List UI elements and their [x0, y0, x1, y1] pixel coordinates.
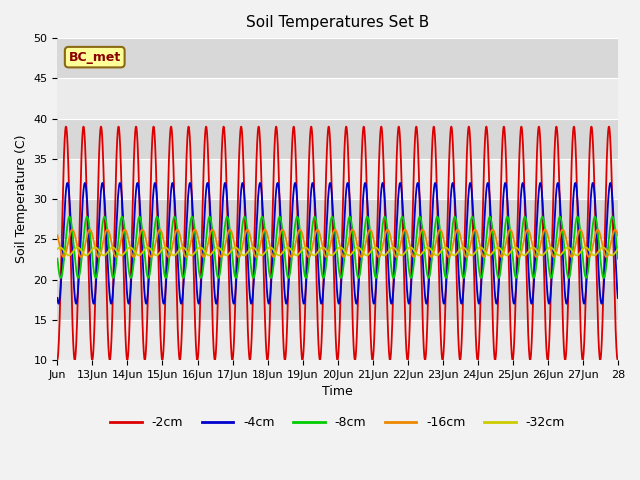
-8cm [118, 215, 125, 221]
-8cm [293, 214, 301, 220]
-32cm [269, 246, 276, 252]
Line: -16cm: -16cm [58, 229, 618, 257]
X-axis label: Time: Time [323, 385, 353, 398]
Bar [58, 240, 618, 279]
-2cm [614, 357, 621, 363]
-32cm [604, 248, 611, 254]
-16cm [151, 245, 159, 251]
-8cm [151, 225, 159, 231]
Y-axis label: Soil Temperature (C): Soil Temperature (C) [15, 135, 28, 264]
-8cm [269, 270, 276, 276]
-4cm [293, 194, 301, 200]
-16cm [118, 236, 125, 242]
-4cm [614, 295, 621, 301]
-4cm [118, 190, 125, 195]
-32cm [151, 252, 159, 257]
-2cm [269, 218, 276, 224]
Bar [58, 159, 618, 199]
Line: -8cm: -8cm [58, 217, 618, 278]
-32cm [292, 252, 300, 258]
-4cm [90, 301, 97, 307]
Bar [58, 38, 618, 78]
Line: -32cm: -32cm [58, 247, 618, 255]
-32cm [371, 244, 379, 250]
-2cm [118, 178, 125, 183]
-2cm [54, 357, 61, 363]
-32cm [614, 246, 621, 252]
-4cm [151, 180, 159, 186]
Line: -4cm: -4cm [58, 183, 618, 304]
-2cm [369, 357, 376, 363]
-32cm [543, 247, 550, 253]
-4cm [604, 214, 611, 220]
Bar [58, 320, 618, 360]
Text: BC_met: BC_met [68, 51, 121, 64]
-8cm [232, 275, 240, 281]
-16cm [269, 253, 276, 259]
Title: Soil Temperatures Set B: Soil Temperatures Set B [246, 15, 429, 30]
-16cm [604, 253, 611, 259]
-2cm [307, 124, 315, 130]
-16cm [296, 227, 304, 232]
-2cm [292, 183, 300, 189]
Bar [58, 199, 618, 240]
-32cm [118, 252, 125, 258]
-8cm [604, 253, 611, 259]
Line: -2cm: -2cm [58, 127, 618, 360]
-8cm [293, 214, 301, 220]
-16cm [54, 232, 61, 238]
-4cm [54, 295, 61, 301]
-16cm [293, 235, 301, 240]
Bar [58, 279, 618, 320]
-16cm [614, 232, 621, 238]
-4cm [543, 283, 550, 289]
-32cm [433, 252, 440, 258]
-2cm [543, 352, 550, 358]
Bar [58, 78, 618, 119]
-8cm [54, 256, 61, 262]
-4cm [269, 251, 276, 257]
-16cm [235, 254, 243, 260]
-2cm [151, 132, 159, 137]
Bar [58, 119, 618, 159]
-32cm [54, 246, 61, 252]
-2cm [604, 145, 611, 151]
-4cm [151, 180, 159, 186]
Legend: -2cm, -4cm, -8cm, -16cm, -32cm: -2cm, -4cm, -8cm, -16cm, -32cm [106, 411, 570, 434]
-8cm [543, 245, 550, 251]
-8cm [614, 256, 621, 262]
-16cm [543, 229, 550, 235]
